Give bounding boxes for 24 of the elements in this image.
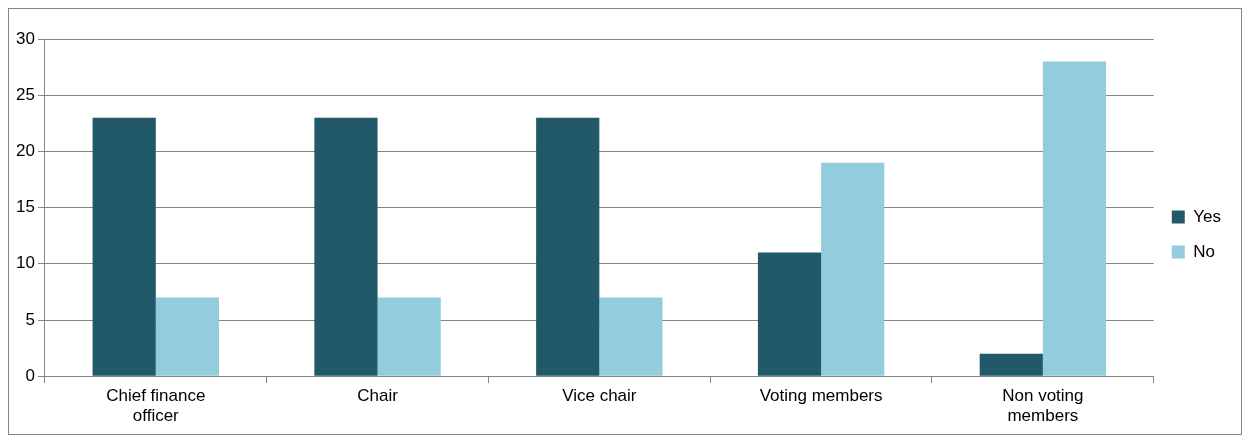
x-tick-label: Non voting members bbox=[1002, 386, 1084, 426]
y-tick-label: 0 bbox=[25, 365, 35, 385]
bar bbox=[536, 117, 600, 376]
x-tick-label: Chief finance officer bbox=[106, 386, 206, 426]
y-tick-label: 5 bbox=[25, 309, 35, 329]
bar bbox=[314, 117, 378, 376]
bar bbox=[599, 297, 663, 376]
y-tick-label: 15 bbox=[15, 197, 35, 217]
x-tick-label: Voting members bbox=[759, 386, 883, 406]
legend-label: No bbox=[1193, 241, 1215, 261]
x-tick-label: Vice chair bbox=[562, 386, 637, 406]
bar bbox=[1042, 61, 1107, 376]
y-tick-label: 25 bbox=[15, 84, 35, 104]
bar bbox=[979, 353, 1043, 376]
bar bbox=[92, 117, 156, 376]
bar bbox=[377, 297, 441, 376]
x-tick-label: Chair bbox=[357, 386, 399, 406]
bar bbox=[757, 252, 822, 376]
legend-label: Yes bbox=[1193, 206, 1221, 226]
bar bbox=[155, 297, 219, 376]
y-tick-label: 10 bbox=[15, 253, 35, 273]
y-tick-label: 20 bbox=[15, 141, 35, 161]
bar bbox=[821, 162, 885, 376]
y-tick-label: 30 bbox=[15, 28, 35, 48]
